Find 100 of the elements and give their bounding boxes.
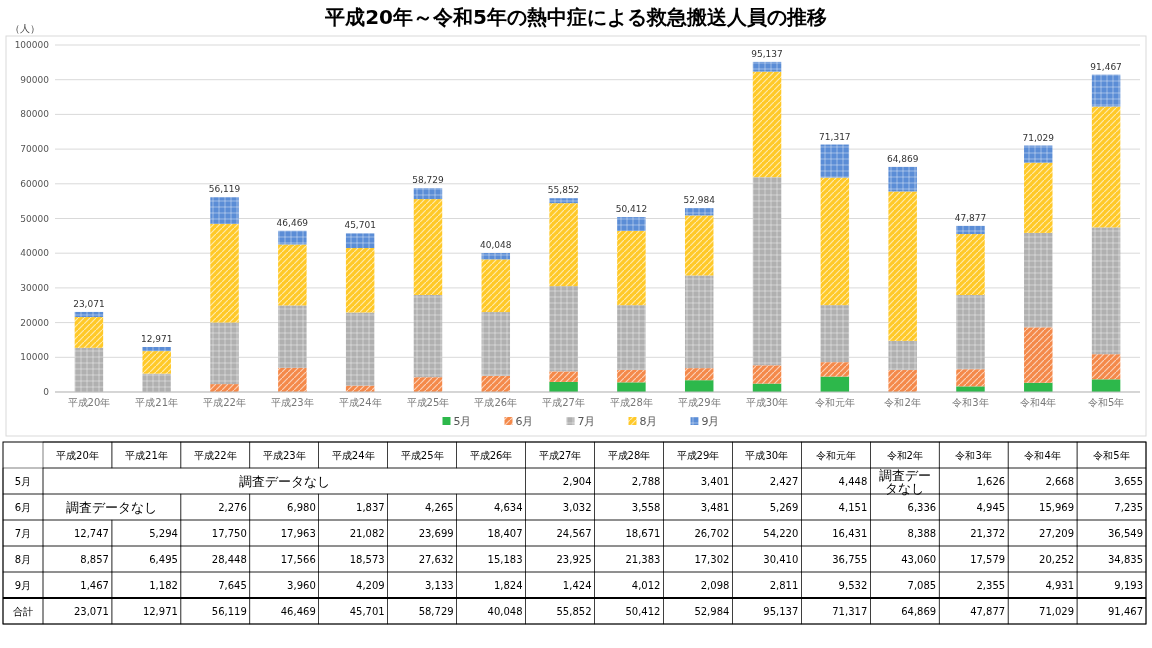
- bar: [752, 61, 782, 72]
- data-label: 17,963: [280, 528, 316, 539]
- total-label: 45,701: [344, 220, 376, 231]
- bar: [684, 208, 714, 216]
- bar: [820, 177, 850, 306]
- category-label: 平成26年: [469, 450, 513, 461]
- text: 6月: [14, 502, 32, 513]
- data-label: 6,980: [287, 502, 316, 513]
- y-tick-label: 100000: [14, 40, 50, 50]
- category-label: 平成23年: [262, 450, 306, 461]
- category-label: 令和4年: [1024, 450, 1061, 461]
- bar: [1024, 162, 1053, 233]
- bar: [142, 373, 171, 392]
- data-label: 7,645: [218, 580, 247, 591]
- text: 64,869: [901, 606, 937, 617]
- bar: [549, 203, 578, 287]
- bar: [345, 233, 375, 249]
- data-label: 8,857: [80, 554, 109, 565]
- total-label: 55,852: [547, 185, 580, 196]
- data-label: 5,294: [149, 528, 178, 539]
- total-label: 23,071: [73, 298, 105, 309]
- bar: [278, 244, 307, 306]
- bar: [413, 294, 443, 378]
- data-label: 1,824: [493, 580, 523, 591]
- bar: [617, 230, 646, 306]
- y-tick-label: 30000: [20, 282, 50, 293]
- bar: [1091, 227, 1121, 355]
- data-label: 7,235: [1114, 502, 1143, 513]
- bar: [888, 191, 917, 341]
- y-tick-label: 70000: [20, 144, 50, 155]
- bar: [752, 71, 782, 178]
- x-tick-label: 平成20年: [67, 397, 111, 408]
- data-label: 3,960: [287, 580, 316, 591]
- y-tick-label: 50000: [20, 213, 50, 224]
- y-axis-title: （人）: [10, 23, 40, 34]
- x-tick-label: 令和2年: [884, 397, 921, 408]
- data-label: 1,837: [356, 502, 385, 513]
- bar: [278, 367, 307, 392]
- data-label: 1,424: [562, 580, 592, 591]
- category-label: 平成29年: [676, 450, 720, 461]
- text: 91,467: [1108, 606, 1143, 617]
- bar: [956, 295, 985, 370]
- bar: [481, 312, 511, 376]
- total-label: 46,469: [276, 217, 309, 228]
- bar: [888, 370, 917, 392]
- total-label: 12,971: [140, 333, 173, 344]
- bar: [1091, 354, 1121, 380]
- data-label: 28,448: [211, 554, 247, 565]
- data-label: 15,183: [487, 554, 523, 565]
- data-label: 27,632: [418, 554, 454, 565]
- x-tick-label: 平成29年: [677, 397, 721, 408]
- text: 12,971: [142, 606, 178, 617]
- data-label: 2,788: [631, 476, 661, 487]
- x-tick-label: 平成22年: [203, 397, 246, 408]
- data-label: 4,634: [493, 502, 523, 513]
- bar: [752, 365, 782, 384]
- y-tick-label: 60000: [20, 178, 50, 189]
- data-label: 4,012: [631, 580, 661, 591]
- text: 7月: [14, 528, 32, 539]
- data-label: 1,467: [80, 580, 109, 591]
- data-label: 2,355: [976, 580, 1006, 591]
- data-label: 8,388: [907, 528, 937, 539]
- bar: [549, 381, 578, 392]
- bar: [210, 384, 239, 392]
- text: 合計: [13, 606, 33, 617]
- data-label: 30,410: [763, 554, 799, 565]
- bar: [684, 215, 714, 276]
- category-label: 令和元年: [815, 450, 856, 461]
- text: 調査データなし: [238, 474, 330, 489]
- data-label: 34,835: [1108, 554, 1143, 565]
- bar: [956, 234, 985, 296]
- y-tick-label: 10000: [20, 352, 50, 363]
- category-label: 平成22年: [193, 450, 237, 461]
- data-label: 9,193: [1114, 580, 1143, 591]
- total-label: 50,412: [615, 204, 648, 215]
- bar: [481, 253, 511, 260]
- data-label: 3,481: [700, 502, 730, 513]
- total-label: 58,729: [412, 175, 444, 186]
- data-label: 18,671: [625, 528, 661, 539]
- text: 71,317: [832, 606, 868, 617]
- legend-label: 5月: [453, 415, 472, 428]
- text: 23,071: [73, 606, 109, 617]
- x-tick-label: 令和3年: [952, 397, 989, 408]
- bar: [617, 217, 646, 231]
- data-label: 4,931: [1045, 580, 1075, 591]
- data-label: 6,336: [907, 502, 937, 513]
- total-label: 64,869: [886, 153, 919, 164]
- data-label: 2,904: [562, 476, 592, 487]
- category-label: 平成25年: [400, 450, 444, 461]
- total-label: 71,317: [819, 131, 851, 142]
- data-label: 16,431: [832, 528, 868, 539]
- data-label: 2,668: [1045, 476, 1075, 487]
- data-label: 18,407: [487, 528, 523, 539]
- bar: [142, 346, 171, 352]
- bar: [684, 275, 714, 369]
- bar: [345, 312, 375, 386]
- data-label: 2,811: [769, 580, 799, 591]
- category-label: 平成24年: [331, 450, 375, 461]
- data-label: 24,567: [556, 528, 592, 539]
- text: 58,729: [418, 606, 454, 617]
